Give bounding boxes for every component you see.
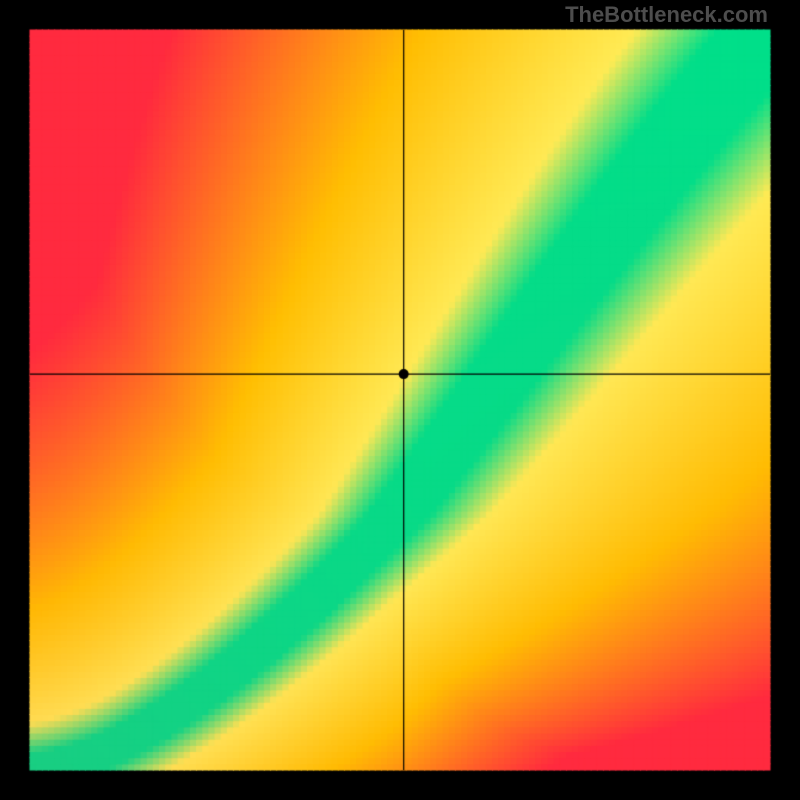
chart-container: TheBottleneck.com <box>0 0 800 800</box>
bottleneck-heatmap-canvas <box>0 0 800 800</box>
watermark-text: TheBottleneck.com <box>565 2 768 28</box>
